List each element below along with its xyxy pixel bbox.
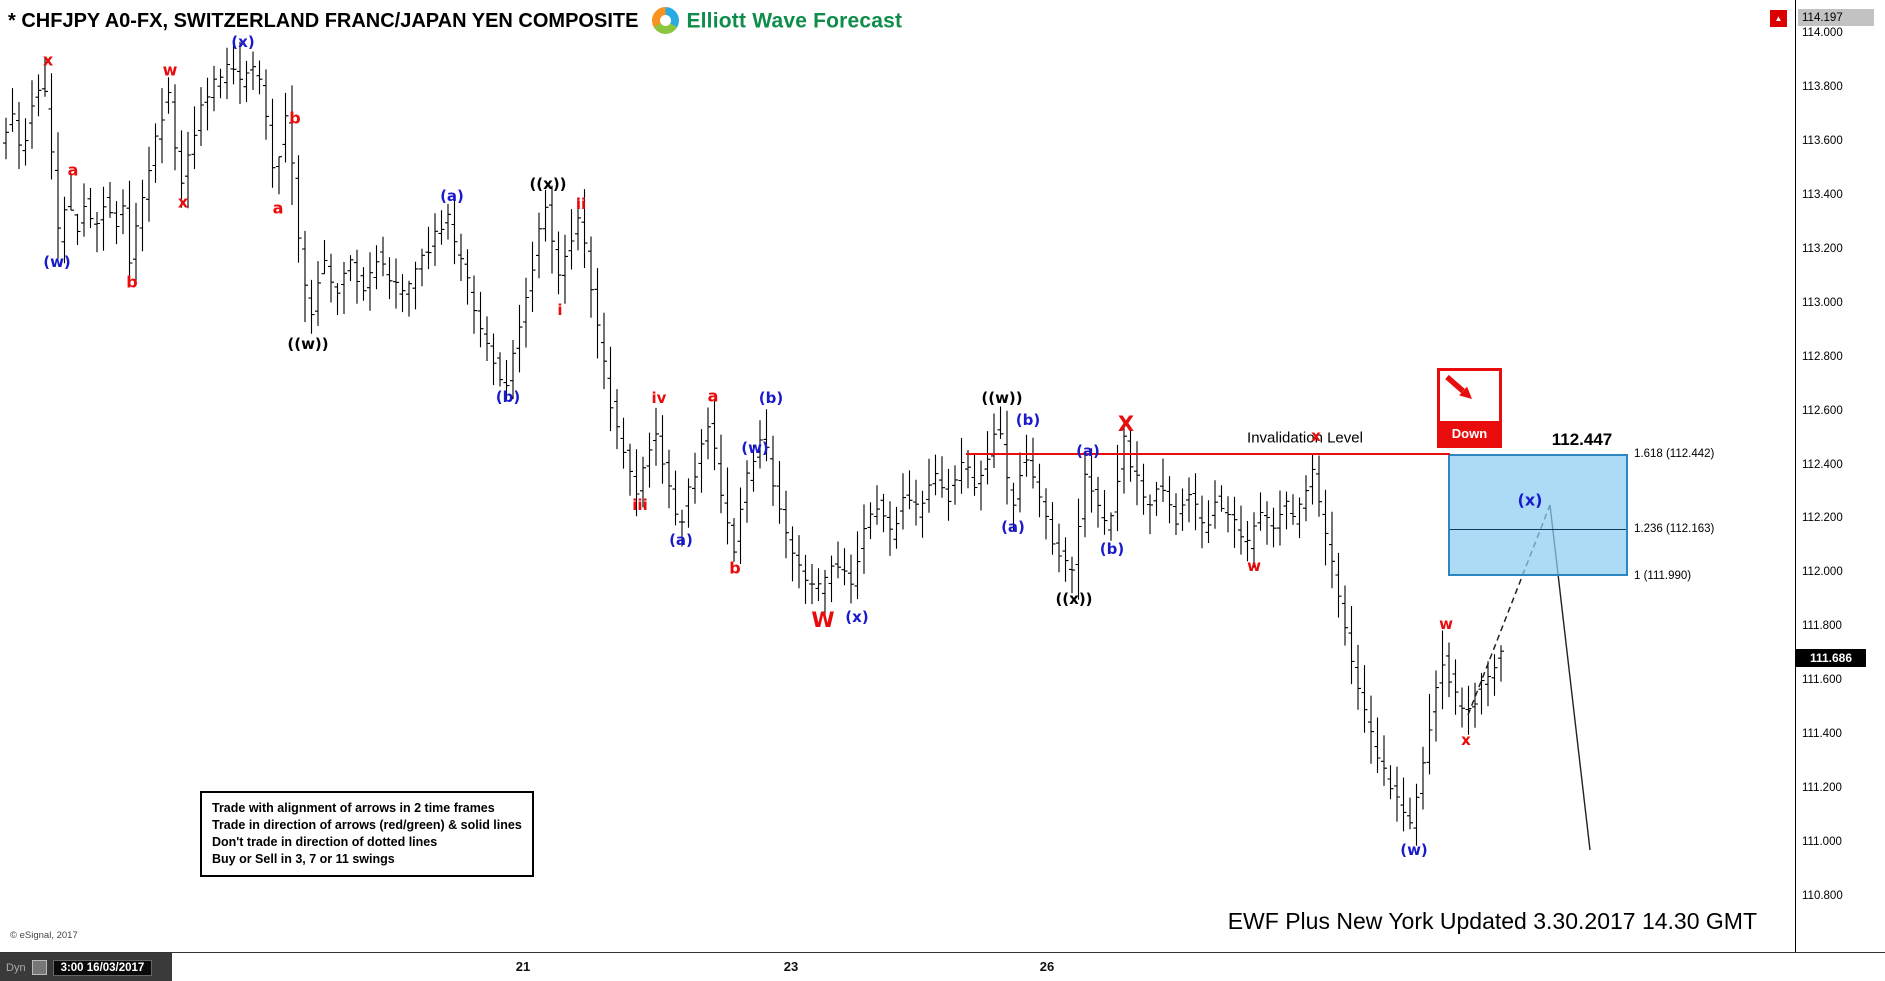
bottom-toolbar: Dyn 3:00 16/03/2017 bbox=[0, 953, 172, 981]
price-axis-label: 113.600 bbox=[1802, 134, 1843, 147]
wave-label: iii bbox=[632, 496, 648, 514]
wave-label: (a) bbox=[669, 531, 693, 549]
trading-rule-line: Trade in direction of arrows (red/green)… bbox=[212, 818, 522, 832]
wave-label: i bbox=[557, 301, 563, 319]
price-axis-label: 112.600 bbox=[1802, 404, 1843, 417]
price-axis-label: 111.800 bbox=[1802, 620, 1842, 633]
wave-label: w bbox=[162, 60, 178, 80]
price-axis-label: 111.000 bbox=[1802, 836, 1842, 849]
wave-label: x bbox=[42, 50, 54, 70]
wave-label: (b) bbox=[1015, 411, 1041, 429]
wave-label: ((x)) bbox=[529, 175, 567, 193]
time-axis-label: 26 bbox=[1039, 959, 1055, 974]
fib-level-label: 1.618 (112.442) bbox=[1634, 448, 1715, 460]
ewf-logo-icon bbox=[652, 7, 680, 34]
wave-label: (b) bbox=[495, 388, 521, 406]
down-signal-label: Down bbox=[1440, 421, 1499, 445]
datetime-button[interactable]: 3:00 16/03/2017 bbox=[52, 959, 153, 976]
price-axis[interactable]: 114.197 111.686 114.000 113.800 113.600 113… bbox=[1795, 0, 1885, 952]
wave-label: (a) bbox=[1076, 442, 1100, 460]
price-axis-label: 111.200 bbox=[1802, 782, 1842, 795]
projection-dashed-line bbox=[1467, 504, 1551, 716]
invalidation-price: 112.447 bbox=[1551, 430, 1613, 449]
down-signal-box: Down bbox=[1437, 368, 1502, 448]
wave-label: (a) bbox=[440, 187, 464, 205]
wave-label: W bbox=[811, 608, 835, 632]
price-axis-label: 110.800 bbox=[1802, 890, 1843, 903]
wave-label: (w) bbox=[43, 253, 71, 271]
price-axis-label: 113.000 bbox=[1802, 296, 1843, 309]
price-axis-label: 113.200 bbox=[1802, 242, 1843, 255]
scroll-to-top-icon[interactable]: ▲ bbox=[1770, 10, 1787, 27]
chart-plot-area bbox=[3, 40, 1591, 851]
trading-rule-line: Trade with alignment of arrows in 2 time… bbox=[212, 801, 495, 815]
down-arrow-icon bbox=[1440, 371, 1499, 421]
update-timestamp: EWF Plus New York Updated 3.30.2017 14.3… bbox=[1227, 908, 1757, 934]
invalidation-line bbox=[966, 453, 1450, 455]
price-axis-label: 111.600 bbox=[1802, 674, 1842, 687]
wave-label: b bbox=[126, 272, 138, 292]
wave-label: ((w)) bbox=[287, 335, 329, 353]
wave-label: X bbox=[1117, 412, 1135, 436]
copyright-text: © eSignal, 2017 bbox=[10, 930, 78, 941]
wave-label: w bbox=[1247, 557, 1261, 575]
wave-label: x bbox=[1461, 731, 1471, 749]
wave-label: ((x)) bbox=[1055, 590, 1093, 608]
chart-mode-icon[interactable] bbox=[31, 960, 47, 975]
invalidation-label: Invalidation Level bbox=[1247, 429, 1363, 447]
price-axis-label: 112.200 bbox=[1802, 512, 1843, 525]
wave-label: b bbox=[729, 558, 741, 578]
wave-label: (a) bbox=[1001, 518, 1025, 536]
price-bars bbox=[3, 40, 1504, 846]
trading-rule-line: Don't trade in direction of dotted lines bbox=[212, 835, 438, 849]
session-high-marker: 114.197 bbox=[1798, 9, 1874, 26]
wave-label: (w) bbox=[1400, 841, 1428, 859]
wave-label: (w) bbox=[741, 439, 769, 457]
wave-label: ii bbox=[575, 195, 587, 213]
current-price-marker: 111.686 bbox=[1796, 649, 1866, 668]
price-axis-label: 111.400 bbox=[1802, 728, 1842, 741]
wave-label: (x) bbox=[1517, 490, 1543, 510]
wave-label: (x) bbox=[231, 33, 255, 51]
wave-label: b bbox=[289, 108, 301, 128]
wave-label: x bbox=[177, 192, 189, 212]
time-axis-label: 21 bbox=[515, 959, 531, 974]
wave-label: ((w)) bbox=[981, 389, 1023, 407]
fib-level-label: 1.236 (112.163) bbox=[1634, 523, 1715, 535]
brand-name: Elliott Wave Forecast bbox=[686, 9, 903, 33]
wave-label: a bbox=[272, 198, 284, 218]
fib-1236-line bbox=[1450, 529, 1626, 530]
price-axis-label: 112.000 bbox=[1802, 566, 1843, 579]
price-axis-label: 112.400 bbox=[1802, 458, 1843, 471]
time-axis-label: 23 bbox=[783, 959, 799, 974]
wave-label: (b) bbox=[1099, 540, 1125, 558]
price-axis-label: 113.800 bbox=[1802, 80, 1843, 93]
wave-label: w bbox=[1439, 615, 1453, 633]
wave-label: x bbox=[1311, 427, 1321, 445]
page-title: * CHFJPY A0-FX, SWITZERLAND FRANC/JAPAN … bbox=[8, 10, 639, 32]
header: * CHFJPY A0-FX, SWITZERLAND FRANC/JAPAN … bbox=[8, 7, 903, 35]
wave-label: iv bbox=[651, 389, 667, 407]
dyn-mode-button[interactable]: Dyn bbox=[6, 961, 26, 974]
price-axis-label: 114.000 bbox=[1802, 27, 1843, 39]
fib-level-label: 1 (111.990) bbox=[1634, 570, 1692, 582]
price-axis-label: 112.800 bbox=[1802, 350, 1843, 363]
wave-label: (x) bbox=[845, 608, 869, 626]
fib-target-box bbox=[1448, 454, 1628, 576]
trading-rules-box: Trade with alignment of arrows in 2 time… bbox=[200, 791, 534, 877]
wave-label: a bbox=[67, 160, 79, 180]
price-axis-label: 113.400 bbox=[1802, 188, 1843, 201]
trading-rule-line: Buy or Sell in 3, 7 or 11 swings bbox=[212, 852, 395, 866]
wave-label: a bbox=[707, 386, 719, 406]
wave-label: (b) bbox=[758, 389, 784, 407]
time-axis[interactable]: Dyn 3:00 16/03/2017 21 23 26 bbox=[0, 952, 1885, 981]
